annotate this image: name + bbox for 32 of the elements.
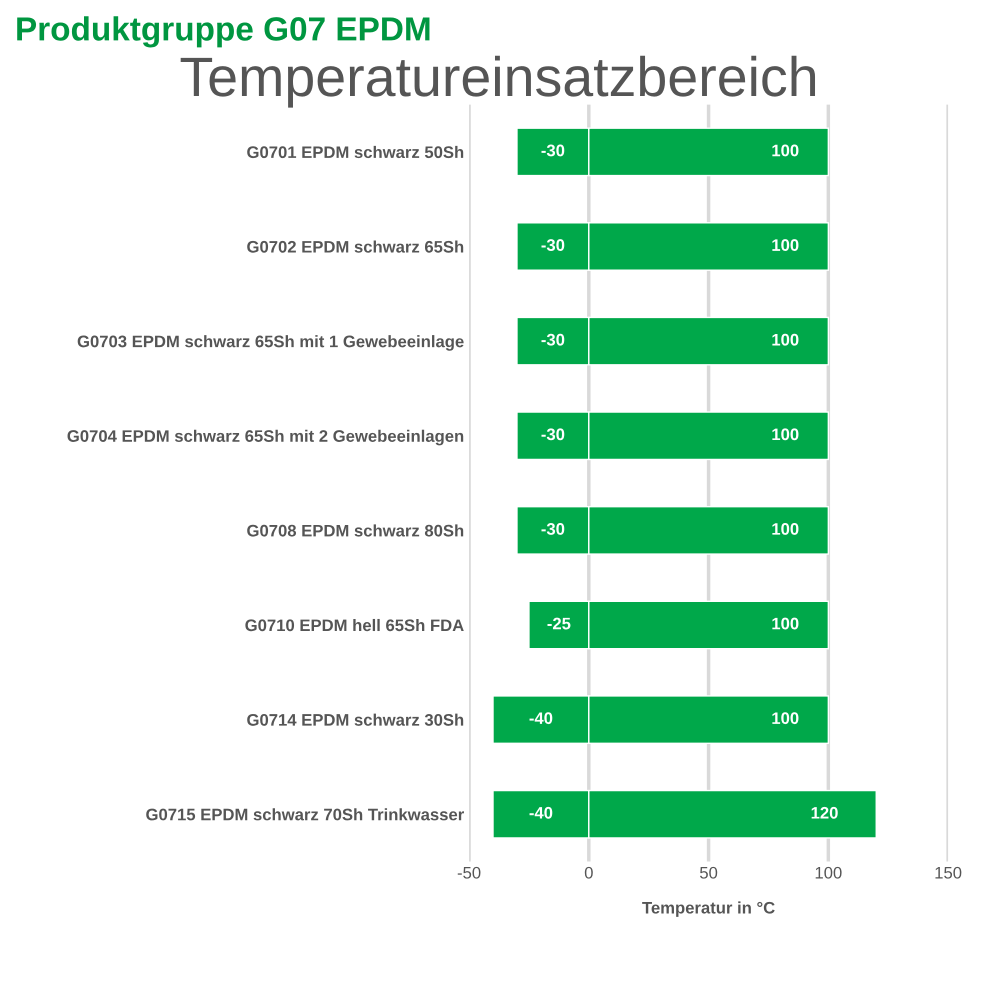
data-label: -40 <box>530 806 552 819</box>
data-label: -30 <box>542 523 564 535</box>
chart-title: Produktgruppe G07 EPDM <box>17 16 430 48</box>
data-label: 100 <box>772 428 798 440</box>
y-tick-label: G0702 EPDM schwarz 65Sh <box>247 240 464 253</box>
x-tick-label: 50 <box>700 866 718 879</box>
x-tick-label: -50 <box>458 866 480 879</box>
data-label: -40 <box>530 712 552 724</box>
data-label: -30 <box>542 428 564 440</box>
x-tick-label: 100 <box>816 866 842 879</box>
x-axis-title: Temperatur in °C <box>642 901 775 917</box>
data-label: 100 <box>772 618 798 630</box>
data-label: -25 <box>547 618 570 630</box>
data-label: 100 <box>772 712 798 724</box>
y-tick-label: G0714 EPDM schwarz 30Sh <box>247 714 464 726</box>
x-tick-label: 150 <box>935 866 962 879</box>
data-label: 100 <box>772 144 798 156</box>
y-tick-label: G0708 EPDM schwarz 80Sh <box>247 524 464 537</box>
data-label: 100 <box>772 523 798 535</box>
x-tick-label: 0 <box>584 866 593 879</box>
y-tick-label: G0715 EPDM schwarz 70Sh Trinkwasser <box>146 808 464 820</box>
data-label: 100 <box>772 334 798 346</box>
y-tick-label: G0701 EPDM schwarz 50Sh <box>247 146 464 158</box>
data-label: -30 <box>542 239 564 252</box>
y-tick-label: G0710 EPDM hell 65Sh FDA <box>245 618 464 632</box>
y-tick-label: G0704 EPDM schwarz 65Sh mit 2 Gewebeeinlagen <box>68 430 464 446</box>
data-label: 120 <box>812 806 838 819</box>
data-label: -30 <box>542 334 564 346</box>
chart-subtitle: Temperatureinsatzbereich <box>180 56 816 108</box>
y-tick-label: G0703 EPDM schwarz 65Sh mit 1 Gewebeeinlage <box>78 335 464 351</box>
data-label: 100 <box>772 239 798 251</box>
data-label: -30 <box>542 144 564 156</box>
